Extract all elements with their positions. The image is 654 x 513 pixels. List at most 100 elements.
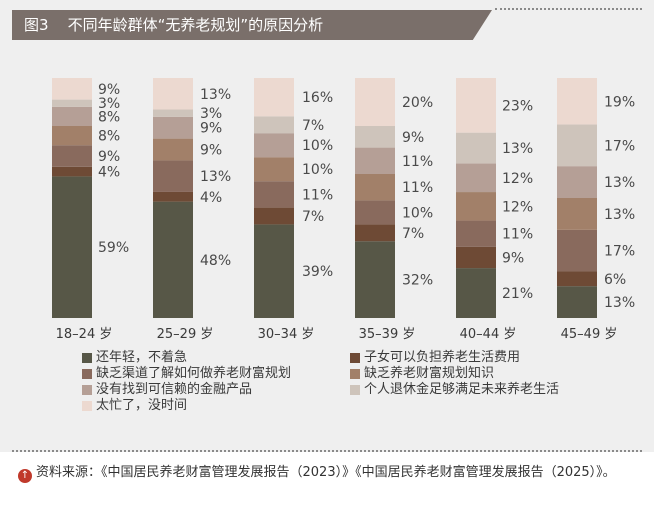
bar-segment xyxy=(355,174,395,201)
legend-swatch xyxy=(82,385,92,395)
data-label: 11% xyxy=(402,180,433,196)
bar-segment xyxy=(153,191,193,202)
bar-segment xyxy=(355,224,395,242)
data-label: 7% xyxy=(302,209,324,225)
bar-segment xyxy=(456,220,496,247)
bar-segment xyxy=(52,145,92,167)
legend-swatch xyxy=(82,369,92,379)
bar-segment xyxy=(153,116,193,139)
legend-item: 缺乏渠道了解如何做养老财富规划 xyxy=(82,366,291,382)
data-label: 11% xyxy=(302,187,333,203)
bar-segment xyxy=(254,116,294,134)
data-label: 21% xyxy=(502,286,533,302)
legend-swatch xyxy=(82,401,92,411)
figure-title-text: 不同年龄群体“无养老规划”的原因分析 xyxy=(67,16,324,34)
bar-segment xyxy=(456,78,496,133)
data-label: 10% xyxy=(302,138,333,154)
data-label: 6% xyxy=(604,272,626,288)
data-label: 4% xyxy=(98,165,120,181)
legend-swatch xyxy=(350,369,360,379)
category-label: 40–44 岁 xyxy=(460,327,517,342)
data-label: 39% xyxy=(302,264,333,280)
bar-segment xyxy=(254,133,294,158)
bar-segment xyxy=(254,207,294,225)
data-label: 9% xyxy=(200,121,222,137)
legend-item: 子女可以负担养老生活费用 xyxy=(350,350,520,366)
data-label: 13% xyxy=(604,175,635,191)
legend: 还年轻，不着急 子女可以负担养老生活费用缺乏渠道了解如何做养老财富规划 缺乏养老财富… xyxy=(82,350,642,420)
data-label: 3% xyxy=(200,106,222,122)
data-label: 9% xyxy=(98,149,120,165)
legend-item: 没有找到可信赖的金融产品 xyxy=(82,382,252,398)
bar-segment xyxy=(557,78,597,125)
arrow-up-icon: ↑ xyxy=(18,469,32,483)
legend-swatch xyxy=(82,353,92,363)
bar-segment xyxy=(52,166,92,177)
legend-label: 没有找到可信赖的金融产品 xyxy=(96,382,253,397)
bar-segment xyxy=(557,124,597,167)
data-label: 10% xyxy=(402,205,433,221)
category-label: 18–24 岁 xyxy=(56,327,113,342)
bar-segment xyxy=(153,109,193,117)
bar-segment xyxy=(456,163,496,193)
legend-label: 缺乏养老财富规划知识 xyxy=(364,366,495,381)
figure-title: 图3 不同年龄群体“无养老规划”的原因分析 xyxy=(24,15,323,35)
bar-segment xyxy=(355,126,395,148)
figure-label: 图3 xyxy=(24,16,49,34)
data-label: 9% xyxy=(502,250,524,266)
data-label: 7% xyxy=(302,118,324,134)
data-label: 17% xyxy=(604,244,635,260)
bar-segment xyxy=(557,286,597,318)
bar-segment xyxy=(254,224,294,318)
data-label: 19% xyxy=(604,94,635,110)
legend-swatch xyxy=(350,353,360,363)
data-label: 48% xyxy=(200,253,231,269)
bar-segment xyxy=(254,181,294,208)
data-label: 20% xyxy=(402,95,433,111)
bar-segment xyxy=(557,166,597,198)
data-label: 13% xyxy=(200,87,231,103)
bar-segment xyxy=(52,106,92,126)
bar-segment xyxy=(355,200,395,225)
data-label: 13% xyxy=(604,295,635,311)
bar-segment xyxy=(254,78,294,117)
data-label: 13% xyxy=(502,141,533,157)
legend-swatch xyxy=(350,385,360,395)
bar-segment xyxy=(52,78,92,100)
legend-label: 子女可以负担养老生活费用 xyxy=(364,350,521,365)
category-label: 30–34 岁 xyxy=(258,327,315,342)
bar-segment xyxy=(557,271,597,287)
bar-segment xyxy=(456,192,496,221)
data-label: 9% xyxy=(200,143,222,159)
legend-item: 缺乏养老财富规划知识 xyxy=(350,366,494,382)
data-label: 9% xyxy=(402,130,424,146)
legend-item: 还年轻，不着急 xyxy=(82,350,187,366)
data-label: 17% xyxy=(604,138,635,154)
bar-segment xyxy=(456,132,496,164)
data-label: 13% xyxy=(200,169,231,185)
legend-label: 还年轻，不着急 xyxy=(96,350,188,365)
bar-segment xyxy=(355,78,395,126)
legend-label: 太忙了，没时间 xyxy=(96,398,188,413)
legend-label: 缺乏渠道了解如何做养老财富规划 xyxy=(96,366,292,381)
data-label: 9% xyxy=(98,82,120,98)
bar-segment xyxy=(355,147,395,174)
stacked-bar-chart: 59%4%9%8%8%3%9%18–24 岁48%4%13%9%9%3%13%2… xyxy=(52,78,635,342)
legend-label: 个人退休金足够满足未来养老生活 xyxy=(364,382,560,397)
data-label: 8% xyxy=(98,129,120,145)
data-label: 7% xyxy=(402,226,424,242)
chart-panel xyxy=(0,0,654,452)
data-label: 12% xyxy=(502,199,533,215)
data-label: 32% xyxy=(402,273,433,289)
data-label: 11% xyxy=(502,227,533,243)
bar-segment xyxy=(557,198,597,230)
bar-segment xyxy=(153,201,193,318)
data-label: 12% xyxy=(502,171,533,187)
bar-segment xyxy=(355,241,395,318)
category-label: 25–29 岁 xyxy=(157,327,214,342)
title-bar xyxy=(12,10,492,40)
source-note: ↑ 资料来源：《中国居民养老财富管理发展报告（2023）》《中国居民养老财富管理发… xyxy=(18,461,638,484)
category-label: 45–49 岁 xyxy=(561,327,618,342)
data-label: 10% xyxy=(302,162,333,178)
bar-segment xyxy=(153,160,193,192)
